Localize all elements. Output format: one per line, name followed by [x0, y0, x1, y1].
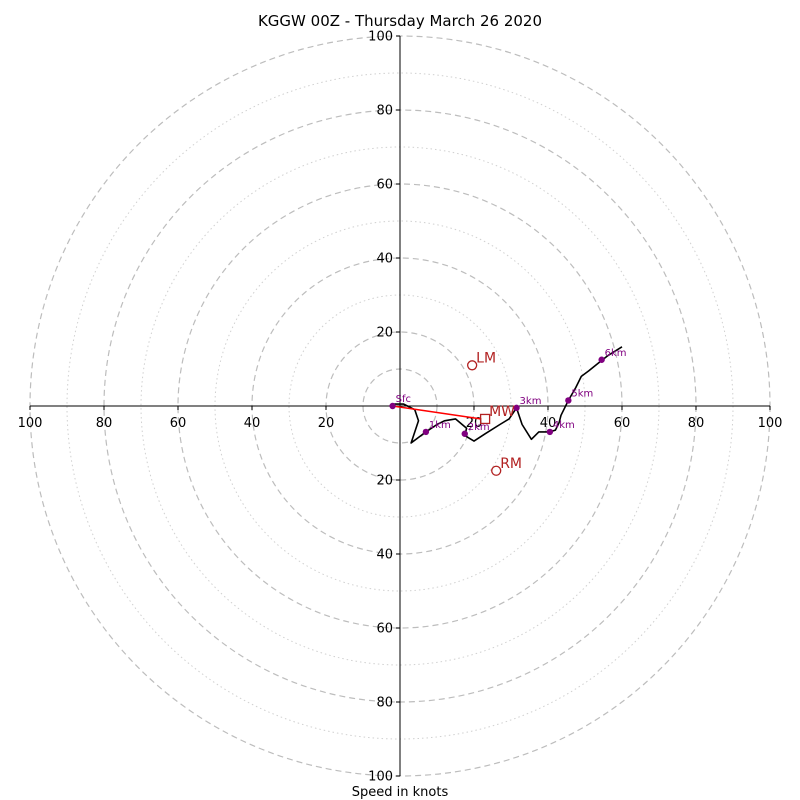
height-marker-point — [598, 356, 605, 363]
height-marker-label: 4km — [553, 420, 575, 431]
height-marker-label: Sfc — [396, 394, 411, 405]
y-tick-label: 100 — [368, 30, 393, 45]
x-tick-label: 40 — [244, 416, 261, 431]
x-tick-label: 80 — [688, 416, 705, 431]
x-tick-label: 60 — [170, 416, 187, 431]
x-tick-label: 60 — [614, 416, 631, 431]
x-tick-label: 40 — [540, 416, 557, 431]
storm-motion-label: RM — [500, 456, 522, 472]
storm-motion-label: MW — [489, 404, 515, 420]
x-axis-label: Speed in knots — [352, 785, 449, 800]
storm-motion-markers: LM RM MW — [466, 350, 522, 476]
height-marker-label: 1km — [429, 420, 451, 431]
y-tick-label: 40 — [376, 548, 393, 563]
y-tick-label: 20 — [376, 326, 393, 341]
height-marker-point — [565, 397, 572, 404]
storm-motion-label: LM — [476, 350, 496, 366]
y-tick-label: 20 — [376, 474, 393, 489]
height-marker-point — [513, 404, 520, 412]
x-tick-label: 20 — [318, 416, 335, 431]
mean-wind-shear-line — [392, 405, 482, 420]
height-marker-point — [389, 402, 396, 410]
x-tick-label: 20 — [466, 416, 483, 431]
chart-title: KGGW 00Z - Thursday March 26 2020 — [258, 12, 542, 30]
y-tick-label: 80 — [376, 104, 393, 119]
x-tick-label: 100 — [18, 416, 43, 431]
height-marker-label: 2km — [468, 422, 490, 433]
height-marker-point — [546, 428, 554, 436]
height-marker-point — [461, 430, 468, 437]
y-tick-label: 60 — [376, 622, 393, 637]
height-marker-label: 5km — [571, 388, 593, 399]
storm-motion-marker — [479, 413, 491, 425]
y-tick-label: 60 — [376, 178, 393, 193]
storm-motion-marker — [466, 360, 478, 371]
y-tick-label: 40 — [376, 252, 393, 267]
tick-labels: 20 20 20 20 40 40 40 40 60 60 60 60 80 80 80 80 100 100 10… — [18, 30, 783, 785]
y-tick-label: 80 — [376, 696, 393, 711]
storm-motion-marker — [491, 465, 502, 476]
x-tick-label: 100 — [758, 416, 783, 431]
x-tick-label: 80 — [96, 416, 113, 431]
height-marker-label: 6km — [605, 348, 627, 359]
y-tick-label: 100 — [368, 770, 393, 785]
height-marker-label: 3km — [520, 396, 542, 407]
height-markers: Sfc 1km 2km 3km 4km 5km 6km — [389, 348, 627, 437]
height-marker-point — [422, 428, 430, 436]
axes — [30, 36, 770, 776]
